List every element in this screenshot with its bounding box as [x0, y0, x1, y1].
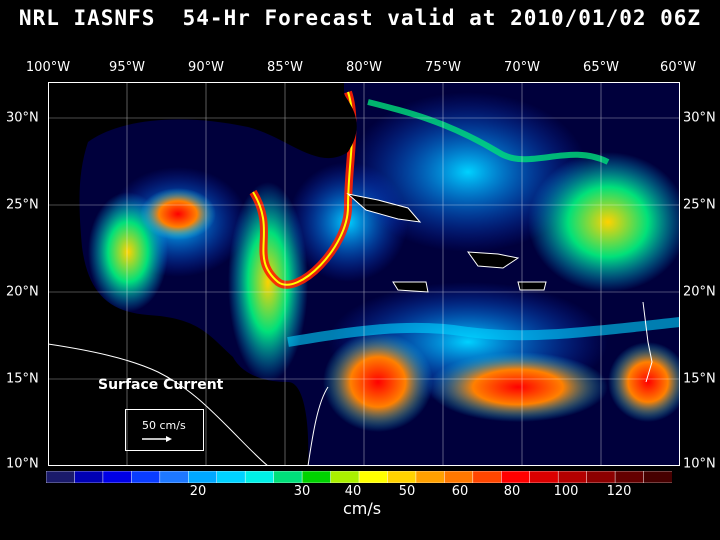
lat-label-20n-left: 20°N	[6, 284, 39, 300]
colorbar-swatch	[472, 471, 503, 483]
colorbar-tick-120: 120	[606, 484, 632, 499]
ocean-field	[79, 82, 680, 466]
lon-label-85w: 85°W	[267, 60, 303, 75]
colorbar-swatch	[159, 471, 190, 483]
lat-label-15n-right: 15°N	[683, 371, 716, 387]
colorbar-swatch	[387, 471, 417, 483]
colorbar-swatch	[501, 471, 531, 483]
colorbar-swatch	[46, 471, 76, 483]
lon-label-95w: 95°W	[109, 60, 145, 75]
colorbar-swatch	[131, 471, 161, 483]
lat-label-30n-left: 30°N	[6, 110, 39, 126]
lat-label-30n-right: 30°N	[683, 110, 716, 126]
lat-label-25n-right: 25°N	[683, 197, 716, 213]
colorbar	[46, 471, 672, 483]
surface-current-label: Surface Current	[98, 377, 224, 393]
reference-vector-box: 50 cm/s	[125, 409, 204, 451]
colorbar-swatch	[529, 471, 559, 483]
colorbar-tick-20: 20	[189, 484, 207, 499]
lon-label-75w: 75°W	[425, 60, 461, 75]
colorbar-swatch	[586, 471, 616, 483]
colorbar-units: cm/s	[342, 499, 382, 518]
colorbar-swatch	[444, 471, 474, 483]
colorbar-tick-50: 50	[398, 484, 416, 499]
land	[48, 193, 653, 466]
colorbar-swatch	[557, 471, 588, 483]
colorbar-tick-60: 60	[451, 484, 469, 499]
lon-label-65w: 65°W	[583, 60, 619, 75]
colorbar-tick-80: 80	[503, 484, 521, 499]
map-frame	[48, 82, 680, 466]
colorbar-tick-100: 100	[553, 484, 579, 499]
colorbar-swatch	[273, 471, 303, 483]
lat-label-10n-left: 10°N	[6, 456, 39, 472]
colorbar-swatch	[330, 471, 360, 483]
lon-label-70w: 70°W	[504, 60, 540, 75]
lon-label-60w: 60°W	[660, 60, 696, 75]
colorbar-swatch	[614, 471, 645, 483]
lon-label-90w: 90°W	[188, 60, 224, 75]
reference-arrow-icon	[142, 436, 172, 442]
ocean-current-map	[48, 82, 680, 466]
lon-label-100w: 100°W	[25, 60, 71, 75]
colorbar-swatch	[244, 471, 275, 483]
map-title: NRL IASNFS 54-Hr Forecast valid at 2010/…	[18, 6, 702, 30]
colorbar-swatch	[358, 471, 389, 483]
lat-label-10n-right: 10°N	[683, 456, 716, 472]
colorbar-swatch	[102, 471, 133, 483]
colorbar-swatch	[74, 471, 104, 483]
reference-vector-label: 50 cm/s	[142, 419, 186, 432]
colorbar-swatch	[415, 471, 446, 483]
colorbar-tick-40: 40	[344, 484, 362, 499]
colorbar-swatch	[301, 471, 332, 483]
lon-label-80w: 80°W	[346, 60, 382, 75]
colorbar-swatch	[216, 471, 246, 483]
lat-label-20n-right: 20°N	[683, 284, 716, 300]
colorbar-swatch	[643, 471, 672, 483]
lat-label-25n-left: 25°N	[6, 197, 39, 213]
grid-lines	[48, 82, 680, 466]
colorbar-swatch	[188, 471, 218, 483]
colorbar-tick-30: 30	[293, 484, 311, 499]
lat-label-15n-left: 15°N	[6, 371, 39, 387]
